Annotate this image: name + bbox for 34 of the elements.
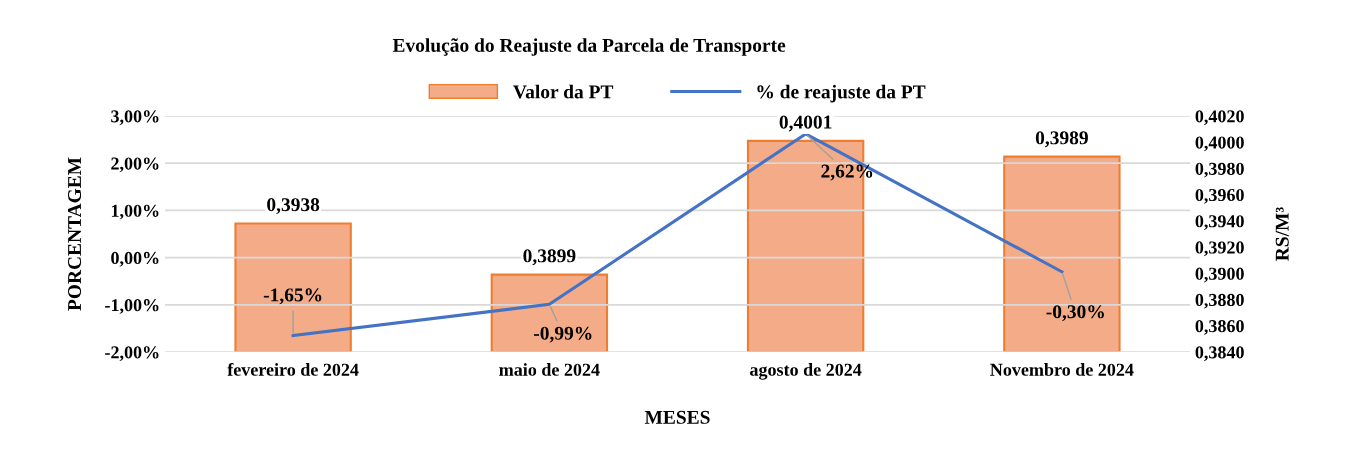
y-tick-label: 3,00% <box>111 110 159 126</box>
y2-tick-label: 0,4020 <box>1195 110 1244 126</box>
y-tick-label: 0,00% <box>111 251 159 267</box>
data-label: 0,3989 <box>1035 131 1088 148</box>
chart-title: Evolução do Reajuste da Parcela de Transporte <box>392 38 786 56</box>
y2-axis-title: RS/M³ <box>1275 207 1289 261</box>
y2-tick-label: 0,3940 <box>1195 215 1244 230</box>
x-tick-label: agosto de 2024 <box>750 363 862 380</box>
legend-label: % de reajuste da PT <box>757 84 926 103</box>
legend-label: Valor da PT <box>513 84 614 99</box>
x-tick-label: fevereiro de 2024 <box>227 362 359 376</box>
y-tick-label: -1,00% <box>105 299 159 314</box>
data-label: -0,30% <box>1046 305 1104 322</box>
y2-tick-label: 0,3980 <box>1195 162 1244 178</box>
y2-tick-label: 0,3840 <box>1195 346 1244 362</box>
data-label: -0,99% <box>534 326 592 343</box>
y2-tick-label: 0,3960 <box>1195 188 1244 204</box>
y2-tick-label: 0,3880 <box>1195 293 1244 309</box>
data-label: 0,3899 <box>523 249 576 266</box>
data-label: 0,3938 <box>267 198 320 215</box>
y2-tick-label: 0,3900 <box>1195 267 1244 283</box>
y2-tick-label: 0,3920 <box>1195 241 1244 257</box>
x-tick-label: maio de 2024 <box>499 363 600 376</box>
y-tick-label: -2,00% <box>105 346 159 362</box>
y-tick-label: 2,00% <box>111 157 159 173</box>
data-label: -1,65% <box>263 288 322 305</box>
y2-tick-label: 0,3860 <box>1195 320 1244 335</box>
y-axis-title: PORCENTAGEM <box>68 157 82 311</box>
data-label: 0,4001 <box>779 115 832 132</box>
x-tick-label: Novembro de 2024 <box>990 363 1134 376</box>
data-label: 2,62% <box>821 164 873 181</box>
y2-tick-label: 0,4000 <box>1195 136 1244 152</box>
y-tick-label: 1,00% <box>111 204 159 220</box>
x-axis-title: MESES <box>644 410 710 424</box>
